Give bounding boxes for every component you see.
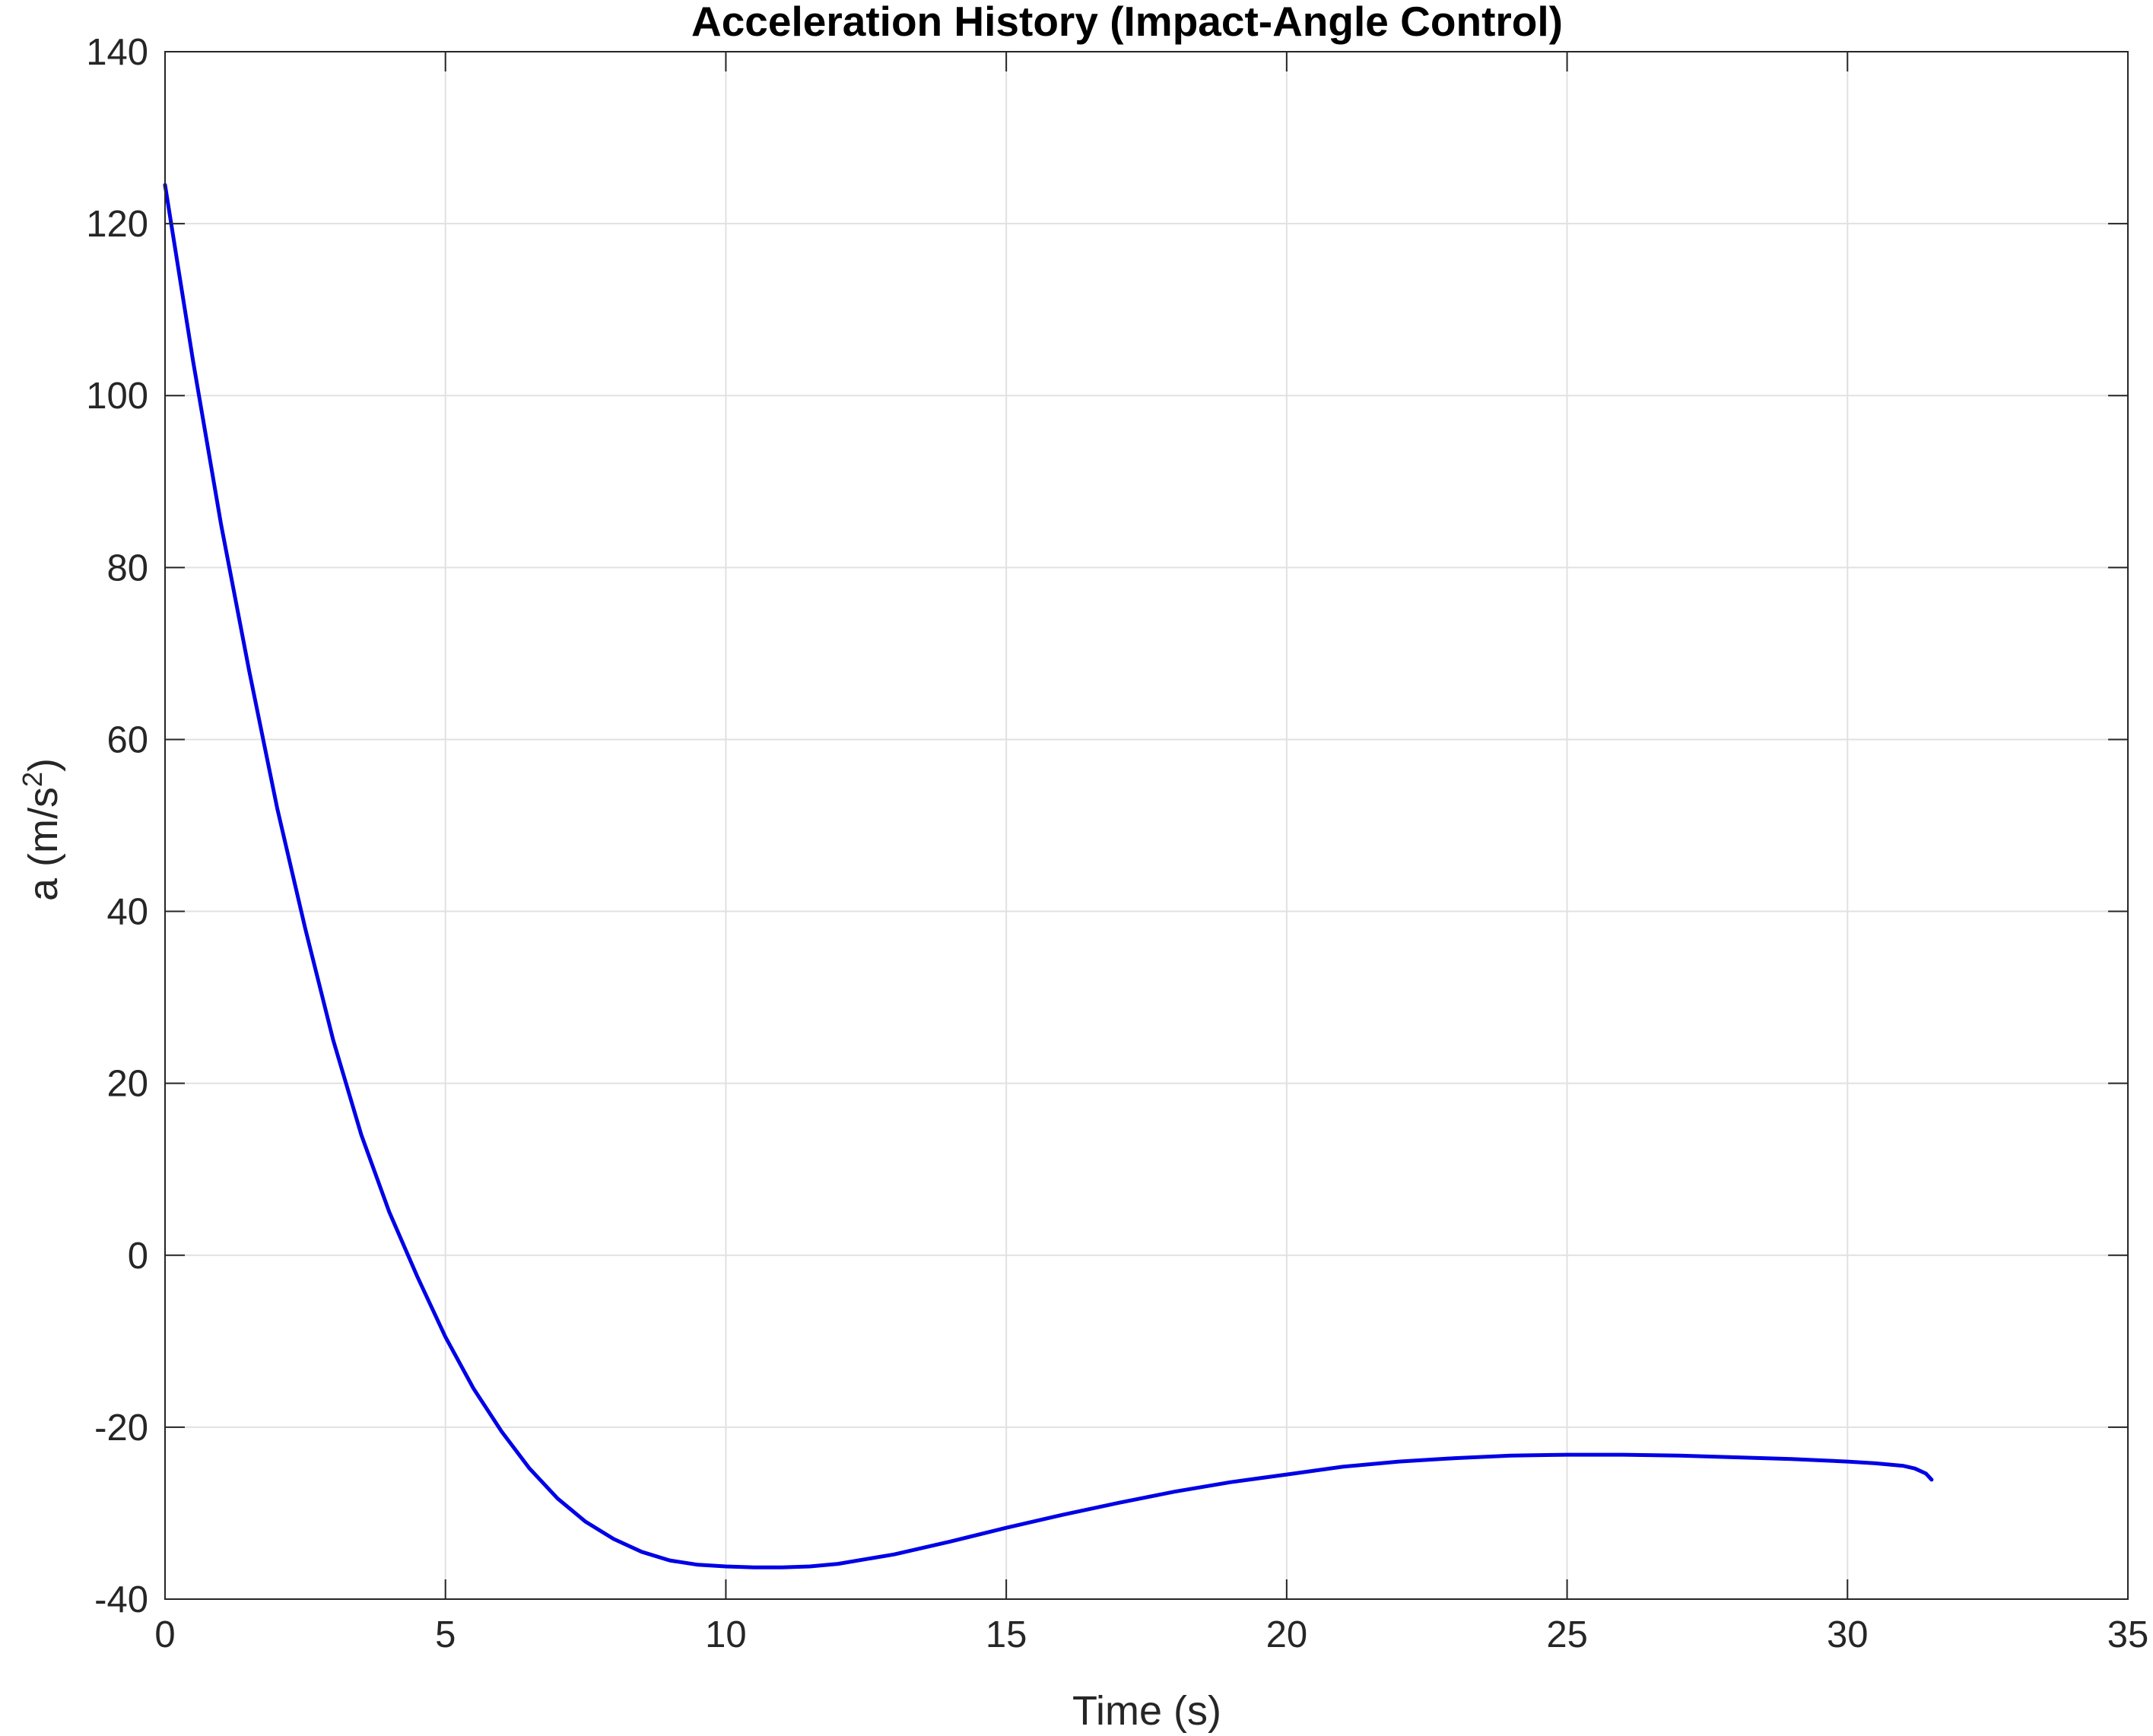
x-tick-label: 10 <box>705 1614 747 1655</box>
x-tick-label: 20 <box>1266 1614 1308 1655</box>
x-tick-label: 15 <box>986 1614 1027 1655</box>
y-tick-label: 80 <box>106 547 148 589</box>
y-axis-label-close: ) <box>21 758 66 772</box>
x-tick-label: 30 <box>1827 1614 1869 1655</box>
x-tick-label: 35 <box>2107 1614 2149 1655</box>
y-tick-label: 140 <box>86 32 148 73</box>
chart-title: Acceleration History (Impact-Angle Contr… <box>691 0 1563 45</box>
y-tick-label: 100 <box>86 376 148 417</box>
y-tick-label: 20 <box>106 1064 148 1105</box>
x-axis-ticks: 0 5 10 15 20 25 30 35 <box>154 52 2148 1655</box>
y-tick-label: 60 <box>106 719 148 760</box>
x-axis-label: Time (s) <box>1072 1688 1221 1734</box>
x-grid-lines <box>164 52 2129 1599</box>
y-tick-label: -20 <box>94 1408 148 1449</box>
y-axis-label-main: a (m/s <box>21 787 66 901</box>
axes-box <box>164 51 2129 1600</box>
y-tick-label: 40 <box>106 892 148 933</box>
y-tick-label: 0 <box>128 1236 148 1277</box>
y-tick-label: -40 <box>94 1579 148 1620</box>
x-tick-label: 0 <box>154 1614 175 1655</box>
x-tick-label: 25 <box>1546 1614 1588 1655</box>
series-line <box>163 182 1934 1569</box>
y-tick-label: 120 <box>86 204 148 245</box>
y-axis-label: a (m/s2) <box>17 758 66 901</box>
x-tick-label: 5 <box>435 1614 456 1655</box>
y-axis-label-superscript: 2 <box>17 772 48 787</box>
y-grid-lines <box>165 51 2128 1600</box>
y-axis-ticks: -40 -20 0 20 40 60 80 100 120 140 <box>86 32 2128 1620</box>
